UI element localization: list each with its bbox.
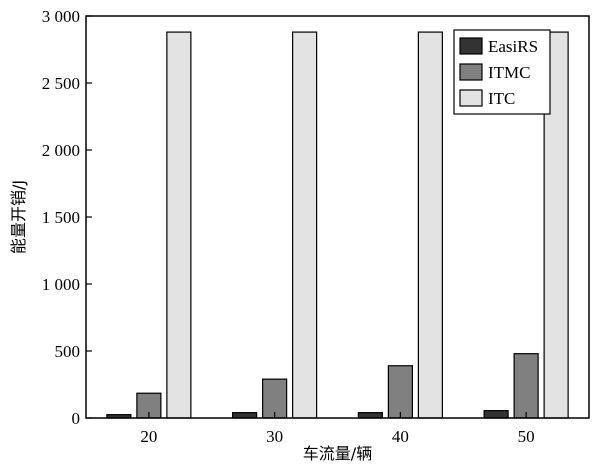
x-axis-label: 车流量/辆 [303,444,372,463]
legend-label-easirs: EasiRS [488,37,538,56]
legend-label-itmc: ITMC [488,63,531,82]
bar-itmc-50 [513,353,539,419]
bar-itc-40 [417,31,443,419]
x-tick-label: 50 [518,427,535,446]
legend-label-itc: ITC [488,89,515,108]
bar-itmc-40 [387,365,413,419]
y-tick-label: 1 500 [42,208,80,227]
y-tick-label: 3 000 [42,7,80,26]
bar-easirs-50 [483,410,509,419]
y-tick-label: 2 000 [42,141,80,160]
bar-itc-20 [166,31,192,419]
bar-itc-30 [292,31,318,419]
bar-easirs-30 [232,412,258,419]
legend: EasiRS ITMC ITC [453,29,551,115]
x-axis: 20 30 40 50 [140,412,535,446]
y-axis: 0 500 1 000 1 500 2 000 2 500 3 000 [42,7,92,428]
x-tick-label: 20 [140,427,157,446]
y-tick-label: 2 500 [42,74,80,93]
bar-easirs-40 [357,412,383,419]
bar-itmc-20 [136,392,162,419]
y-tick-label: 500 [55,342,81,361]
legend-swatch-itmc [459,63,483,81]
bar-itmc-30 [262,378,288,419]
bars-layer [106,31,569,419]
y-tick-label: 1 000 [42,275,80,294]
legend-swatch-itc [459,89,483,107]
x-tick-label: 40 [392,427,409,446]
x-tick-label: 30 [266,427,283,446]
y-axis-label: 能量开销/J [9,180,28,254]
y-tick-label: 0 [72,409,81,428]
legend-swatch-easirs [459,37,483,55]
